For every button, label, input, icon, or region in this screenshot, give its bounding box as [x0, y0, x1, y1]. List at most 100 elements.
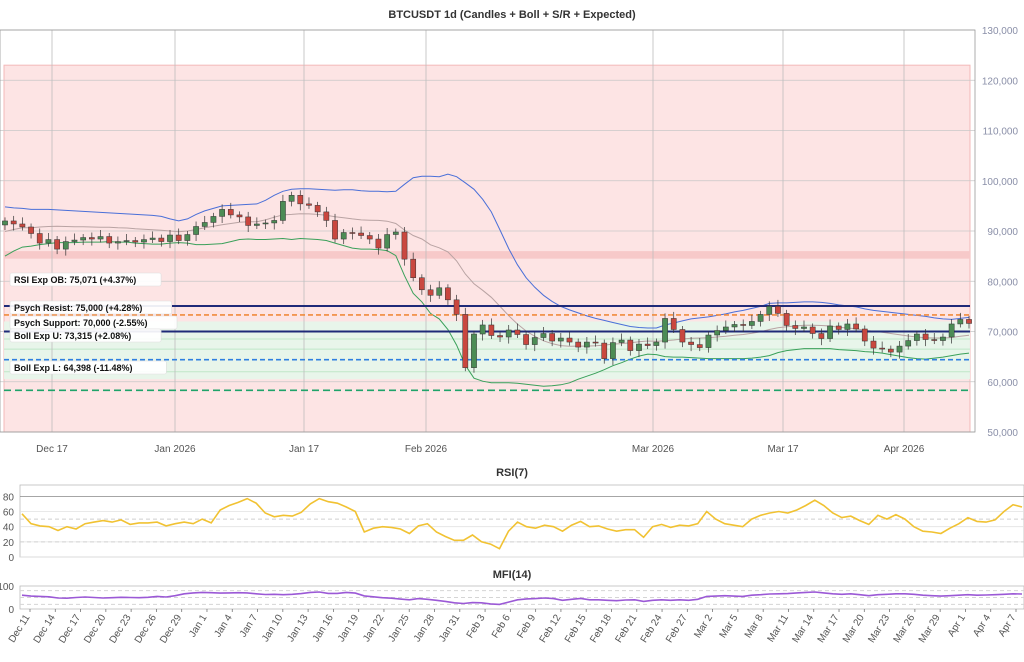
candle-body	[861, 328, 868, 342]
x-tick-label: Jan 17	[289, 444, 319, 455]
boll-lower-line	[4, 237, 970, 387]
candle-body	[471, 333, 477, 368]
mfi-x-tick-label: Dec 11	[7, 612, 33, 644]
candle-body	[71, 239, 78, 242]
candle-body	[410, 258, 417, 278]
candle-body	[45, 239, 52, 244]
candle-body	[479, 324, 486, 335]
mfi-x-tick-label: Apr 7	[997, 612, 1019, 638]
mfi-x-tick-label: Mar 20	[841, 612, 867, 645]
rsi-y-tick: 80	[3, 492, 15, 503]
y-tick-label: 90,000	[987, 227, 1018, 238]
candle-body	[896, 345, 903, 353]
candle-body	[245, 216, 252, 226]
candle-body	[592, 341, 599, 344]
annotation-label: Psych Support: 70,000 (-2.55%)	[14, 318, 148, 328]
candle-body	[36, 233, 43, 244]
mfi-x-tick-label: Feb 3	[465, 612, 488, 640]
candle-body	[2, 220, 8, 226]
candle-body	[523, 334, 529, 345]
candle-body	[879, 347, 886, 350]
zone-band	[4, 251, 970, 259]
mfi-x-tick-label: Feb 18	[588, 612, 614, 645]
annotation-box	[9, 360, 167, 375]
candle-body	[931, 339, 938, 341]
candle-body	[280, 201, 286, 221]
candle-body	[575, 341, 582, 348]
mfi-line	[21, 591, 1023, 606]
candle-body	[514, 329, 521, 335]
candle-body	[870, 340, 877, 349]
candle-body	[757, 314, 764, 322]
mfi-x-tick-label: Feb 9	[515, 612, 538, 640]
candle-body	[123, 240, 130, 242]
candle-body	[887, 348, 894, 353]
mfi-x-tick-label: Feb 24	[639, 612, 665, 645]
mfi-y-tick: 0	[8, 605, 14, 616]
y-tick-label: 60,000	[987, 378, 1018, 389]
mfi-x-tick-label: Mar 29	[917, 612, 943, 645]
main-title: BTCUSDT 1d (Candles + Boll + S/R + Expec…	[388, 9, 636, 21]
candle-body	[922, 333, 929, 340]
candle-body	[705, 334, 712, 348]
candle-body	[366, 235, 373, 240]
price-panel: 50,000 60,000 70,000 80,000 90,000 100,000 110…	[0, 26, 1018, 455]
candle-body	[227, 209, 234, 216]
boll-middle-line	[4, 213, 970, 347]
mfi-x-tick-label: Feb 6	[490, 612, 513, 640]
annotation-label: Psych Resist: 75,000 (+4.28%)	[14, 303, 142, 313]
mfi-x-tick-label: Feb 21	[613, 612, 639, 645]
candle-body	[549, 333, 555, 342]
candle-body	[696, 344, 703, 348]
candle-body	[775, 306, 781, 314]
mfi-x-tick-label: Jan 10	[260, 612, 285, 644]
candle-body	[80, 237, 87, 241]
mfi-x-tick-label: Jan 28	[412, 612, 437, 644]
candle-body	[54, 239, 60, 250]
candle-body	[297, 195, 304, 205]
mfi-x-tick-label: Mar 14	[790, 612, 816, 645]
candle-body	[28, 226, 34, 234]
candle-body	[688, 341, 694, 345]
mfi-x-tick-label: Mar 5	[718, 612, 741, 640]
candle-body	[731, 324, 738, 328]
candle-body	[453, 299, 460, 315]
candle-body	[115, 241, 121, 244]
boll-upper-line	[4, 173, 970, 329]
mfi-x-tick-label: Dec 14	[32, 612, 58, 645]
candle-body	[167, 234, 173, 242]
candle-body	[827, 325, 833, 339]
mfi-x-tick-label: Feb 15	[563, 612, 589, 645]
candle-body	[566, 337, 573, 343]
mfi-x-tick-label: Jan 7	[238, 612, 261, 639]
x-tick-label: Dec 17	[36, 444, 68, 455]
candle-body	[141, 239, 147, 243]
rsi-y-tick: 20	[3, 538, 15, 549]
candle-body	[948, 323, 955, 338]
candle-body	[392, 231, 399, 235]
annotation-label: Boll Exp U: 73,315 (+2.08%)	[14, 331, 131, 341]
candle-body	[540, 333, 547, 338]
candle-body	[653, 341, 660, 346]
candle-body	[783, 313, 790, 326]
annotation-box	[9, 300, 172, 315]
candle-body	[618, 339, 625, 343]
candle-body	[97, 236, 104, 240]
rsi-frame	[19, 484, 1024, 558]
y-tick-label: 50,000	[987, 428, 1018, 439]
mfi-x-tick-label: Mar 8	[743, 612, 766, 640]
y-tick-label: 80,000	[987, 277, 1018, 288]
mfi-x-tick-label: Jan 19	[336, 612, 361, 644]
mfi-x-tick-label: Mar 23	[866, 612, 892, 645]
mfi-title: MFI(14)	[493, 569, 532, 581]
candle-body	[358, 232, 364, 236]
rsi-title: RSI(7)	[496, 467, 528, 479]
candle-body	[184, 234, 191, 241]
candle-body	[219, 209, 225, 217]
candle-body	[601, 342, 608, 359]
candle-body	[497, 335, 503, 338]
candle-body	[462, 314, 469, 368]
candle-body	[10, 220, 17, 225]
mfi-x-tick-label: Apr 4	[971, 612, 993, 638]
